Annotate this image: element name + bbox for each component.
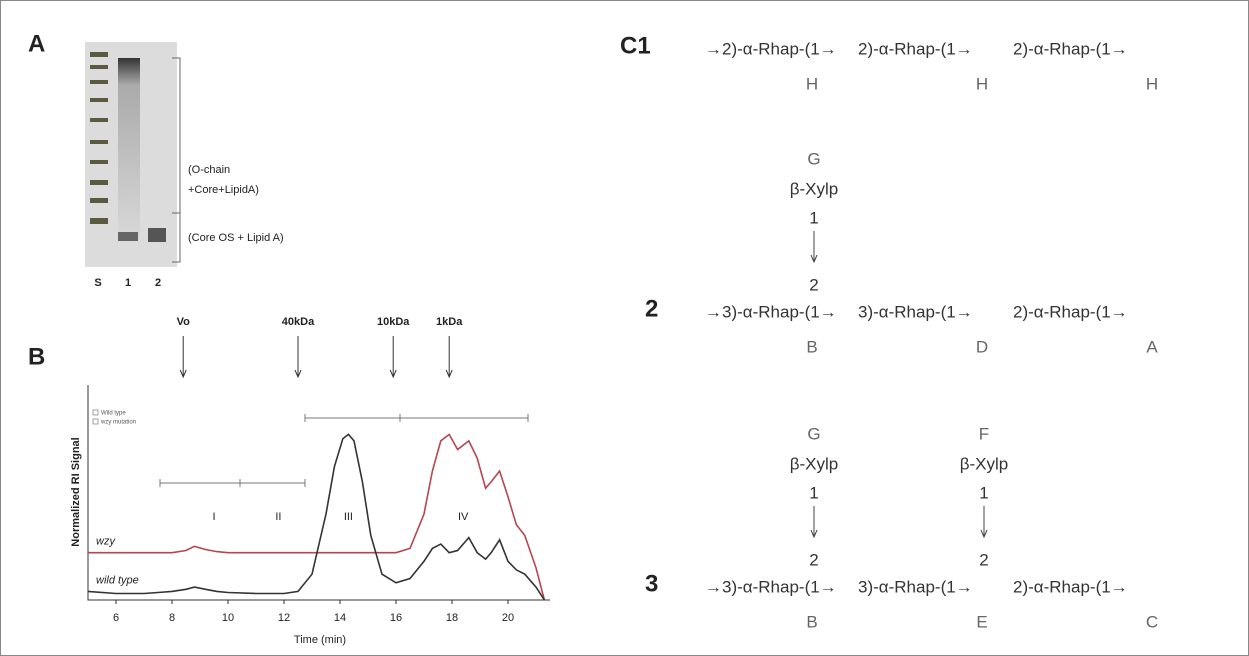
legend-label: wzy mutation: [100, 420, 136, 426]
chain-unit: 3)-α-Rhap-(1→: [858, 577, 973, 596]
branch-residue: G: [807, 149, 820, 168]
chain-unit: →2)-α-Rhap-(1→: [705, 39, 837, 58]
chain-unit: 2)-α-Rhap-(1→: [858, 39, 973, 58]
fraction-label: II: [275, 511, 281, 523]
legend-box: [92, 409, 99, 416]
fraction-label: IV: [458, 511, 469, 523]
chain-unit: 3)-α-Rhap-(1→: [858, 302, 973, 321]
residue-letter: B: [806, 612, 817, 631]
series-line: [87, 433, 546, 601]
lane-smear: [118, 58, 140, 238]
legend-label: Wild type: [101, 411, 126, 417]
chain-unit: 2)-α-Rhap-(1→: [1013, 577, 1128, 596]
legend-box: [92, 418, 99, 425]
residue-letter: C: [1146, 612, 1158, 631]
row-label: 3: [645, 570, 658, 597]
row-label: C1: [620, 32, 651, 59]
marker-arrow: [389, 336, 397, 379]
link-to: 2: [979, 550, 988, 569]
marker-label: 1kDa: [436, 316, 463, 328]
residue-letter: D: [976, 337, 988, 356]
residue-letter: H: [1146, 74, 1158, 93]
annotation: (O-chain: [188, 164, 230, 176]
chain-unit: →3)-α-Rhap-(1→: [705, 577, 837, 596]
residue-letter: A: [1146, 337, 1158, 356]
fraction-label: III: [344, 511, 353, 523]
row-label: 2: [645, 295, 658, 322]
series-label: wild type: [96, 574, 139, 586]
x-axis-label: Time (min): [294, 634, 346, 646]
panel-label: B: [28, 343, 45, 370]
link-arrow: [810, 231, 818, 264]
bracket: [172, 57, 181, 263]
chain-unit: 2)-α-Rhap-(1→: [1013, 302, 1128, 321]
x-tick-label: 12: [278, 612, 290, 624]
series-label: wzy: [96, 536, 116, 548]
panel-label: A: [28, 30, 45, 57]
band: [148, 228, 166, 242]
x-tick-label: 14: [334, 612, 346, 624]
annotation: +Core+LipidA): [188, 184, 259, 196]
branch-sugar: β-Xylp: [960, 454, 1009, 473]
y-axis-label: Normalized RI Signal: [70, 437, 82, 546]
branch-sugar: β-Xylp: [790, 179, 839, 198]
marker-label: 10kDa: [377, 316, 410, 328]
marker-arrow: [179, 336, 187, 379]
chain-unit: 2)-α-Rhap-(1→: [1013, 39, 1128, 58]
residue-letter: H: [806, 74, 818, 93]
x-tick-label: 10: [222, 612, 234, 624]
marker-label: Vo: [177, 316, 191, 328]
marker-label: 40kDa: [282, 316, 315, 328]
residue-letter: E: [976, 612, 987, 631]
annotation: (Core OS + Lipid A): [188, 232, 284, 244]
branch-residue: G: [807, 424, 820, 443]
marker-arrow: [294, 336, 302, 379]
link-arrow: [980, 506, 988, 539]
marker-arrow: [445, 336, 453, 379]
residue-letter: H: [976, 74, 988, 93]
x-tick-label: 18: [446, 612, 458, 624]
x-tick-label: 20: [502, 612, 514, 624]
series-line: [88, 433, 546, 601]
link-from: 1: [809, 483, 818, 502]
branch-sugar: β-Xylp: [790, 454, 839, 473]
link-arrow: [810, 506, 818, 539]
x-tick-label: 16: [390, 612, 402, 624]
fraction-label: I: [212, 511, 215, 523]
link-from: 1: [809, 208, 818, 227]
link-from: 1: [979, 483, 988, 502]
lane-label: 2: [155, 277, 161, 289]
x-tick-label: 8: [169, 612, 175, 624]
branch-residue: F: [979, 424, 989, 443]
ladder: [90, 52, 108, 224]
fraction-bar: [159, 414, 529, 487]
residue-letter: B: [806, 337, 817, 356]
link-to: 2: [809, 550, 818, 569]
x-tick-label: 6: [113, 612, 119, 624]
band: [118, 232, 138, 241]
lane-label: S: [94, 277, 101, 289]
link-to: 2: [809, 275, 818, 294]
chain-unit: →3)-α-Rhap-(1→: [705, 302, 837, 321]
lane-label: 1: [125, 277, 131, 289]
